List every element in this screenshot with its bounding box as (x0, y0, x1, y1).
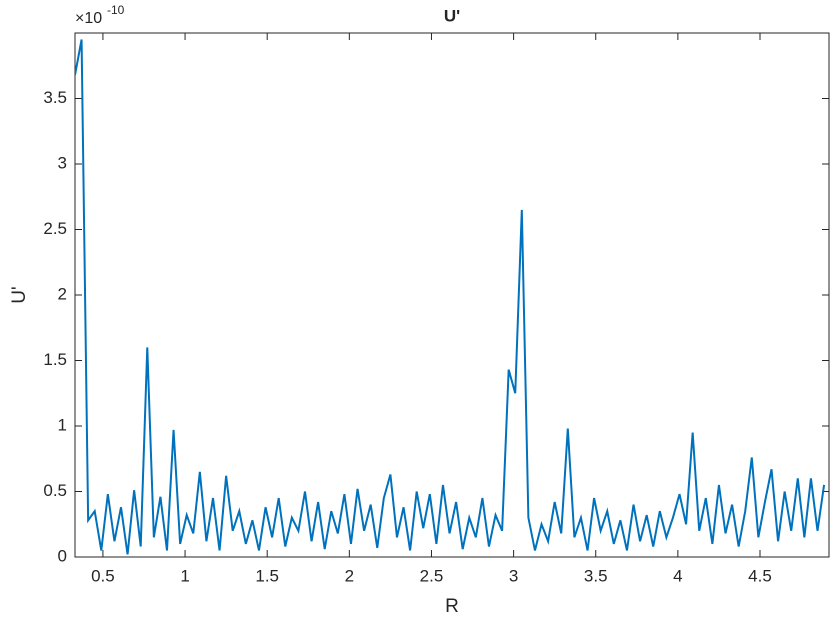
x-tick-label: 1 (180, 566, 189, 585)
x-tick-label: 1.5 (255, 566, 279, 585)
y-exponent-base: ×10 (75, 10, 102, 27)
x-tick-label: 3.5 (584, 566, 608, 585)
y-tick-label: 1 (58, 415, 67, 434)
x-tick-label: 3 (509, 566, 518, 585)
axes-box (74, 32, 830, 558)
data-line (75, 39, 826, 555)
x-tick-label: 2 (345, 566, 354, 585)
x-tick-label: 4 (673, 566, 682, 585)
y-axis-label: U' (9, 286, 30, 303)
chart-title: U' (444, 6, 460, 25)
y-tick-label: 2 (58, 284, 67, 303)
y-tick-label: 0 (58, 546, 67, 565)
x-tick-label: 0.5 (91, 566, 115, 585)
x-tick-label: 2.5 (420, 566, 444, 585)
x-axis-label: R (445, 596, 459, 617)
y-tick-label: 0.5 (43, 481, 67, 500)
y-tick-label: 3.5 (43, 88, 67, 107)
x-tick-label: 4.5 (748, 566, 772, 585)
y-exponent: -10 (107, 3, 125, 17)
y-tick-label: 1.5 (43, 350, 67, 369)
y-tick-label: 3 (58, 153, 67, 172)
y-tick-label: 2.5 (43, 219, 67, 238)
